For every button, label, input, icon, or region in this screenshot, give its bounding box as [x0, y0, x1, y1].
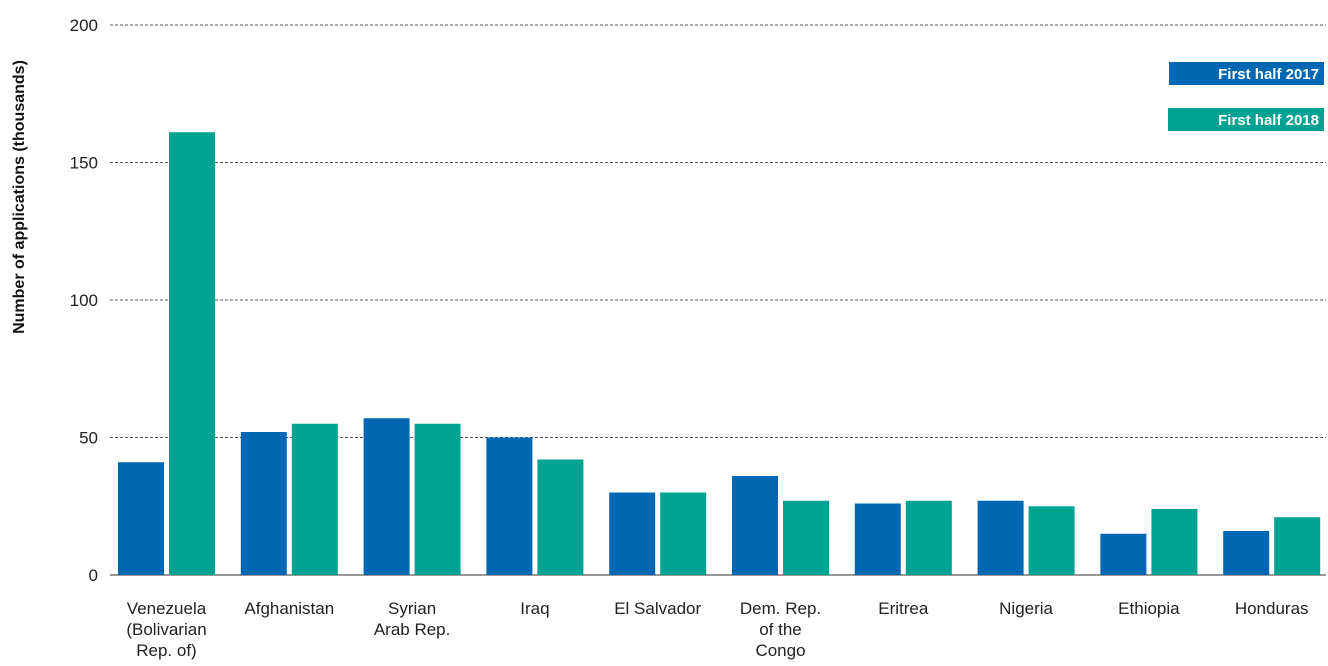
bar-2018: [1028, 506, 1075, 575]
category-label: Rep. of): [136, 641, 196, 660]
category-label: Dem. Rep.: [740, 599, 821, 618]
category-label: Syrian: [388, 599, 436, 618]
y-axis-ticks: 0 50 100 150 200: [70, 16, 98, 585]
bar-2017: [118, 462, 164, 575]
bar-2018: [537, 459, 584, 575]
bar-2018: [660, 492, 707, 575]
bar-2017: [363, 418, 410, 575]
bar-2017: [240, 432, 287, 575]
x-axis-categories: Venezuela (Bolivarian Rep. of) Afghanistan S…: [126, 599, 1308, 660]
bar-2017: [854, 503, 901, 575]
bar-2017: [977, 500, 1024, 575]
y-axis-title: Number of applications (thousands): [11, 60, 28, 334]
category-label: Afghanistan: [244, 599, 334, 618]
category-label: Honduras: [1235, 599, 1309, 618]
bar-2017: [732, 476, 778, 575]
y-tick-label: 100: [70, 291, 98, 310]
bar-2018: [169, 132, 215, 575]
bar-2017: [1223, 531, 1270, 575]
category-label: Arab Rep.: [374, 620, 451, 639]
category-label: Ethiopia: [1118, 599, 1180, 618]
category-label: (Bolivarian: [126, 620, 206, 639]
legend-swatch: [1169, 62, 1324, 85]
bar-2018: [1274, 517, 1321, 575]
bar-2018: [291, 423, 338, 575]
category-label: of the: [759, 620, 802, 639]
bar-2017: [486, 437, 533, 575]
y-tick-label: 200: [70, 16, 98, 35]
y-tick-label: 0: [89, 566, 98, 585]
legend-label: First half 2018: [1218, 112, 1319, 129]
bar-2017: [609, 492, 656, 575]
category-label: El Salvador: [614, 599, 701, 618]
bars: [118, 132, 1321, 575]
category-label: Venezuela: [127, 599, 207, 618]
legend-label: First half 2017: [1218, 66, 1319, 83]
category-label: Iraq: [520, 599, 549, 618]
bar-2018: [1151, 509, 1198, 575]
category-label: Nigeria: [999, 599, 1053, 618]
bar-2018: [905, 500, 952, 575]
bar-2017: [1100, 533, 1147, 575]
y-tick-label: 50: [79, 429, 98, 448]
legend: First half 2017 First half 2018: [1168, 62, 1324, 131]
bar-2018: [414, 423, 461, 575]
y-tick-label: 150: [70, 154, 98, 173]
category-label: Eritrea: [878, 599, 929, 618]
category-label: Congo: [755, 641, 805, 660]
bar-2018: [783, 500, 829, 575]
legend-swatch: [1168, 108, 1324, 131]
